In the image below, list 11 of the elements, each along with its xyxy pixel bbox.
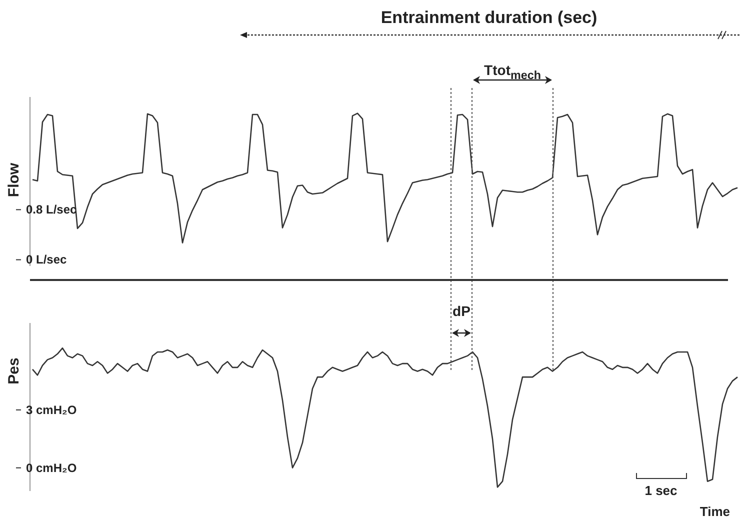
line-series [32,347,738,488]
x-axis-title: Time [700,504,730,519]
y-tick-label: 0 cmH₂O [26,460,77,475]
annotation: 1 sec [644,483,678,498]
y-tick-label: 3 cmH₂O [26,402,77,417]
y-axis-title: Pes [6,358,22,384]
text: Ttot$_{mech}$ [484,62,541,82]
text: Entrainment duration (sec) [380,8,598,28]
y-axis-title: Flow [6,162,22,198]
text: dP [452,303,470,319]
y-tick-label: 0 L/sec [26,252,68,267]
